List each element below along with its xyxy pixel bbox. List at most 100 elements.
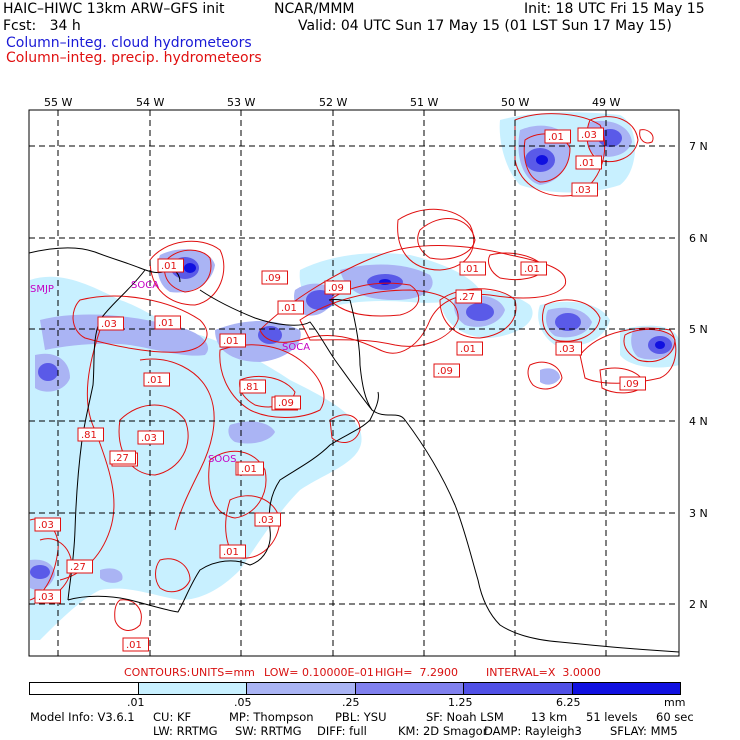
model-title: HAIC–HIWC 13km ARW–GFS init: [3, 1, 225, 17]
model-info-sf: SF: Noah LSM: [426, 710, 504, 724]
contour-label-box: [571, 182, 598, 197]
contour-label: .01: [161, 261, 177, 272]
contour-label: .01: [223, 547, 239, 558]
lon-label: 50 W: [501, 96, 530, 109]
contour-label: .01: [126, 640, 142, 651]
contour-label: .09: [265, 273, 281, 284]
contour-label: .01: [579, 158, 595, 169]
contour-label-box: [433, 363, 460, 378]
contour-label: .09: [437, 366, 453, 377]
contour-label: .03: [581, 130, 597, 141]
contour-label: .09: [328, 283, 344, 294]
lon-label: 52 W: [319, 96, 348, 109]
lat-label: 6 N: [689, 232, 708, 245]
lon-label: 51 W: [410, 96, 439, 109]
model-info-version: Model Info: V3.6.1: [30, 710, 135, 724]
colorbar-tick: .01: [127, 696, 145, 709]
contours-units: UNITS=mm: [191, 666, 255, 679]
station-label: SMJP: [30, 284, 54, 295]
contour-label-box: [97, 316, 124, 331]
map-frame: [28, 109, 680, 657]
colorbar-bin: [247, 683, 356, 694]
field-cloud-label: Column–integ. cloud hydrometeors: [6, 35, 252, 51]
contour-label-box: [520, 261, 547, 276]
contour-label-box: [122, 637, 149, 652]
colorbar-bin: [138, 683, 247, 694]
model-info-pbl: PBL: YSU: [335, 710, 387, 724]
contour-label-box: [555, 341, 582, 356]
lat-label: 7 N: [689, 140, 708, 153]
model-info-res: 13 km: [531, 710, 568, 724]
contour-label-box: [274, 395, 301, 410]
contour-label: .01: [548, 132, 564, 143]
model-info-diff: DIFF: full: [317, 724, 367, 738]
colorbar: [29, 682, 681, 695]
contour-label: .01: [223, 336, 239, 347]
model-info-km: KM: 2D Smagor: [398, 724, 488, 738]
colorbar-bin: [572, 683, 680, 694]
contour-label: .81: [243, 382, 259, 393]
contour-label-box: [219, 544, 246, 559]
contour-label-box: [143, 372, 170, 387]
contour-label: .01: [281, 303, 297, 314]
contour-label: .03: [141, 433, 157, 444]
contour-label: .03: [258, 515, 274, 526]
contour-label: .01: [158, 318, 174, 329]
contour-label: .09: [278, 398, 294, 409]
lat-label: 3 N: [689, 507, 708, 520]
contour-label: .03: [559, 344, 575, 355]
contour-label: .03: [38, 520, 54, 531]
contour-label: .03: [575, 185, 591, 196]
lat-label: 2 N: [689, 598, 708, 611]
colorbar-tick: 1.25: [448, 696, 473, 709]
contour-label-box: [261, 270, 288, 285]
contour-label: .09: [623, 379, 639, 390]
station-labels: SMJP SOCA SOCA SOOS: [30, 280, 310, 465]
colorbar-tick: .05: [234, 696, 252, 709]
model-info-lw: LW: RRTMG: [153, 724, 218, 738]
model-info-cu: CU: KF: [153, 710, 192, 724]
contour-label-box: [237, 461, 264, 476]
model-info-damp: DAMP: Rayleigh3: [484, 724, 582, 738]
contour-label: .01: [463, 264, 479, 275]
org-label: NCAR/MMM: [274, 1, 355, 17]
lon-label: 53 W: [227, 96, 256, 109]
contour-label: .01: [524, 264, 540, 275]
precip-contours: [29, 113, 677, 631]
model-info-sw: SW: RRTMG: [235, 724, 302, 738]
contour-label-box: [239, 379, 266, 394]
contour-label-box: [77, 427, 104, 442]
contour-label-box: [137, 430, 164, 445]
coastline: [29, 247, 679, 653]
contour-label-box: [157, 258, 184, 273]
contour-label-box: [577, 127, 604, 142]
contour-label-box: [154, 315, 181, 330]
station-label: SOCA: [131, 280, 159, 291]
colorbar-bin: [464, 683, 573, 694]
colorbar-tick: .25: [342, 696, 360, 709]
station-label: SOCA: [282, 342, 310, 353]
field-precip-label: Column–integ. precip. hydrometeors: [6, 50, 262, 66]
contour-label: .27: [113, 453, 129, 464]
model-info-mp: MP: Thompson: [229, 710, 314, 724]
contour-label: .01: [241, 464, 257, 475]
contour-label-box: [455, 289, 482, 304]
lon-label: 55 W: [44, 96, 73, 109]
lon-label: 54 W: [136, 96, 165, 109]
contour-label: .03: [38, 592, 54, 603]
contour-label-box: [109, 450, 136, 465]
contour-label: .27: [459, 292, 475, 303]
contour-label-box: [456, 341, 483, 356]
contour-label-box: [219, 333, 246, 348]
colorbar-tick: 6.25: [556, 696, 581, 709]
contour-label-box: [34, 517, 61, 532]
contours-low: LOW= 0.10000E–01: [264, 666, 374, 679]
init-time: Init: 18 UTC Fri 15 May 15: [524, 1, 705, 17]
contour-label: .03: [101, 319, 117, 330]
contour-label-box: [254, 512, 281, 527]
contour-label-box: [619, 376, 646, 391]
lon-label: 49 W: [592, 96, 621, 109]
station-label: SOOS: [208, 454, 236, 465]
contours-high: HIGH= 7.2900: [375, 666, 459, 679]
